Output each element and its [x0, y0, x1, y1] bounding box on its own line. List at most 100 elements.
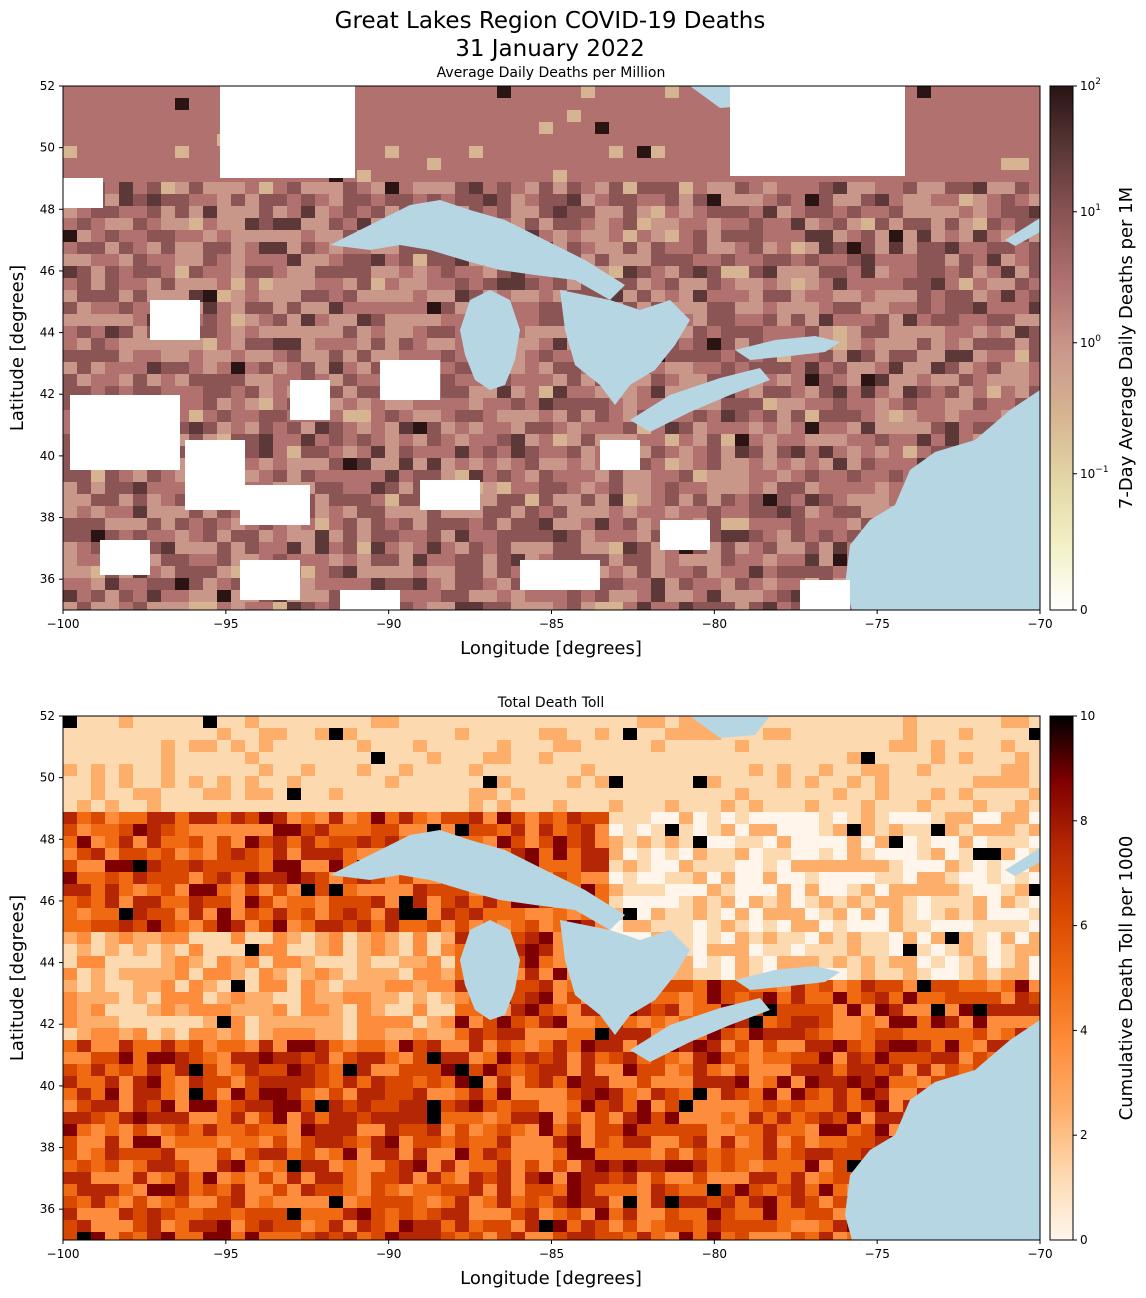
county-cell — [469, 896, 484, 909]
county-cell — [609, 824, 624, 837]
county-cell — [399, 194, 414, 207]
county-cell — [539, 398, 554, 411]
county-cell — [287, 350, 302, 363]
county-cell — [581, 494, 596, 507]
county-cell — [875, 350, 890, 363]
county-cell — [343, 812, 358, 825]
county-cell — [679, 182, 694, 195]
county-cell — [315, 836, 330, 849]
county-cell — [259, 848, 274, 861]
county-cell — [441, 908, 456, 921]
county-cell — [777, 374, 792, 387]
county-cell — [455, 290, 470, 303]
county-cell — [1001, 290, 1016, 303]
county-cell — [217, 848, 232, 861]
county-cell — [861, 752, 876, 765]
county-cell — [637, 602, 652, 610]
county-cell — [875, 398, 890, 411]
county-cell — [133, 98, 148, 111]
county-cell — [735, 932, 750, 945]
county-cell — [455, 896, 470, 909]
county-cell — [371, 158, 386, 171]
county-cell — [399, 458, 414, 471]
county-cell — [371, 884, 386, 897]
county-cell — [259, 968, 274, 981]
county-cell — [973, 764, 988, 777]
county-cell — [987, 800, 1002, 813]
county-cell — [595, 182, 610, 195]
county-cell — [945, 884, 960, 897]
county-cell — [371, 458, 386, 471]
county-cell — [1001, 752, 1016, 765]
county-cell — [399, 542, 414, 555]
county-cell — [77, 134, 92, 147]
county-cell — [189, 410, 204, 423]
county-cell — [1015, 884, 1030, 897]
county-cell — [553, 194, 568, 207]
county-cell — [665, 1004, 680, 1017]
county-cell — [259, 884, 274, 897]
county-cell — [329, 554, 344, 567]
county-cell — [161, 194, 176, 207]
county-cell — [567, 386, 582, 399]
county-cell — [511, 932, 526, 945]
county-cell — [651, 194, 666, 207]
county-cell — [301, 716, 316, 729]
county-cell — [119, 932, 134, 945]
county-cell — [945, 98, 960, 111]
county-cell — [273, 458, 288, 471]
county-cell — [889, 848, 904, 861]
county-cell — [539, 1004, 554, 1017]
county-cell — [693, 434, 708, 447]
county-cell — [217, 542, 232, 555]
county-cell — [77, 542, 92, 555]
county-cell — [763, 242, 778, 255]
county-cell — [609, 494, 624, 507]
county-cell — [105, 812, 120, 825]
county-cell — [525, 158, 540, 171]
county-cell — [875, 908, 890, 921]
county-cell — [273, 242, 288, 255]
county-cell — [119, 752, 134, 765]
county-cell — [441, 386, 456, 399]
county-cell — [273, 1016, 288, 1029]
county-cell — [609, 896, 624, 909]
county-cell — [763, 776, 778, 789]
county-cell — [805, 542, 820, 555]
county-cell — [357, 908, 372, 921]
county-cell — [917, 398, 932, 411]
county-cell — [679, 872, 694, 885]
county-cell — [567, 410, 582, 423]
figure-title-line1: Great Lakes Region COVID-19 Deaths — [334, 8, 766, 34]
county-cell — [469, 266, 484, 279]
county-cell — [329, 896, 344, 909]
county-cell — [875, 992, 890, 1005]
county-cell — [903, 134, 918, 147]
county-cell — [441, 1016, 456, 1029]
county-cell — [315, 1016, 330, 1029]
county-cell — [385, 254, 400, 267]
county-cell — [525, 86, 540, 99]
county-cell — [903, 314, 918, 327]
county-cell — [651, 242, 666, 255]
county-cell — [245, 266, 260, 279]
county-cell — [791, 398, 806, 411]
county-cell — [455, 182, 470, 195]
county-cell — [133, 800, 148, 813]
county-cell — [763, 278, 778, 291]
county-cell — [777, 446, 792, 459]
county-cell — [945, 314, 960, 327]
county-cell — [987, 932, 1002, 945]
county-cell — [945, 848, 960, 861]
county-cell — [77, 530, 92, 543]
county-cell — [931, 98, 946, 111]
county-cell — [973, 314, 988, 327]
county-cell — [175, 992, 190, 1005]
county-cell — [875, 218, 890, 231]
county-cell — [371, 812, 386, 825]
county-cell — [427, 518, 442, 531]
county-cell — [679, 740, 694, 753]
county-cell — [399, 398, 414, 411]
county-cell — [847, 470, 862, 483]
